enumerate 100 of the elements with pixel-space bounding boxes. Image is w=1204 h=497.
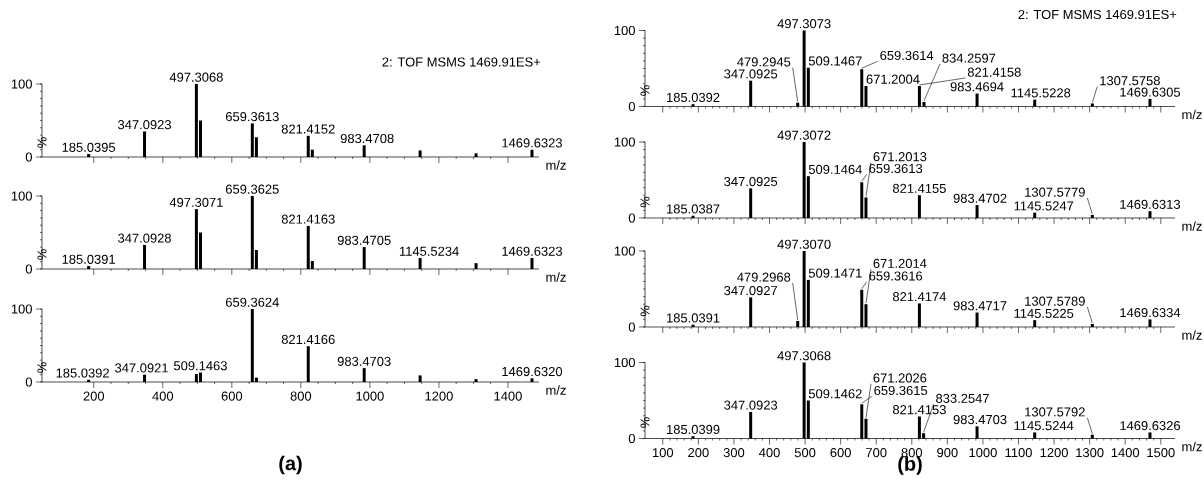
x-tick-label: 1100 [1005,448,1032,458]
annotation: 659.3625 [225,184,279,194]
annotation: 347.0925 [724,69,778,79]
annotation: 509.1467 [808,56,862,66]
y-axis-title: % [37,137,47,148]
y-axis-title: % [37,362,47,373]
annotation: 659.3613 [225,112,279,122]
y-tick-label: 100 [614,137,635,147]
y-axis-title: % [37,249,47,260]
annotation: 659.3615 [874,385,928,396]
annotation: 659.3614 [880,50,934,61]
annotation: 1469.6326 [1120,421,1181,431]
annotation: 185.0395 [62,142,116,152]
annotation: 983.4694 [950,82,1004,92]
annotation: 347.0923 [724,400,778,410]
annotation: 659.3624 [225,297,279,307]
y-tick-label: 0 [25,377,32,387]
annotation: 497.3073 [777,19,831,29]
x-tick-label: 200 [83,391,105,401]
annotation: 983.4705 [337,235,391,245]
annotation: 821.4166 [281,334,335,345]
x-axis-title: m/z [1182,221,1202,231]
annotation: 821.4153 [892,405,946,415]
annotation: 185.0391 [62,254,115,264]
annotation: 659.3613 [869,163,923,174]
x-tick-label: 700 [866,448,887,458]
x-tick-label: 100 [652,448,674,458]
x-tick-label: 800 [290,391,312,401]
annotation: 347.0925 [724,176,778,187]
x-tick-label: 500 [794,448,816,458]
annotation: 185.0387 [667,204,720,214]
y-tick-label: 100 [614,357,635,368]
y-tick-label: 100 [614,25,635,36]
text: 2: TOF MSMS 1469.91ES+ [1018,9,1177,20]
annotation: 347.0921 [115,363,168,373]
x-tick-label: 1200 [425,391,453,401]
x-tick-label: 1400 [1111,448,1140,458]
x-tick-label: 900 [937,448,958,458]
y-tick-label: 0 [628,322,635,332]
y-tick-label: 0 [628,213,635,223]
x-tick-label: 800 [901,448,923,458]
annotation: 479.2945 [737,57,791,67]
x-axis-title: m/z [546,160,566,170]
x-axis-title: m/z [1182,441,1202,452]
annotation: 1469.6323 [502,138,563,148]
y-axis-title: % [640,85,650,96]
annotation: 1469.6320 [502,366,563,377]
annotation: 833.2547 [936,393,989,403]
x-tick-label: 600 [830,448,851,458]
x-tick-label: 1000 [356,391,384,401]
annotation: 1307.5789 [1025,296,1085,306]
x-tick-label: 1400 [494,391,522,401]
annotation: 671.2013 [873,152,927,162]
annotation: 1307.5779 [1025,187,1085,197]
annotation: 983.4703 [953,414,1007,425]
y-axis-title: % [640,196,650,208]
annotation: 1469.6323 [502,246,563,256]
y-tick-label: 0 [628,433,635,444]
x-tick-label: 400 [759,448,780,458]
annotation: 347.0927 [724,285,778,296]
annotation: 821.4158 [967,67,1021,77]
x-tick-label: 300 [723,448,745,458]
annotation: 1469.6305 [1120,87,1181,97]
annotation: 1145.5244 [1014,421,1074,431]
annotation: 659.3616 [869,271,923,281]
y-tick-label: 0 [628,101,635,112]
annotation: 821.4152 [281,124,335,134]
annotation: 671.2026 [873,373,927,383]
annotation: 185.0392 [56,368,109,378]
annotation: 983.4708 [340,133,394,144]
annotation: 1145.5225 [1014,308,1074,318]
annotation: 1145.5228 [1011,88,1071,98]
annotation: 821.4163 [281,214,335,224]
y-tick-label: 100 [11,79,32,89]
annotation: 671.2004 [866,74,920,84]
x-tick-label: 1200 [1040,448,1068,458]
annotation: 983.4703 [337,356,391,366]
annotation: 479.2968 [737,272,791,282]
y-tick-label: 100 [614,246,635,256]
y-tick-label: 0 [25,264,32,274]
annotation: 1145.5234 [399,246,459,256]
y-tick-label: 100 [11,304,32,314]
annotation: 509.1471 [808,268,862,278]
x-axis-title: m/z [546,385,566,395]
x-tick-label: 1500 [1147,448,1175,458]
x-axis-title: m/z [1182,109,1202,120]
x-tick-label: 1000 [969,448,997,458]
annotation: 497.3068 [777,351,831,361]
x-tick-label: 400 [152,391,174,401]
annotation: 509.1464 [808,164,862,174]
text: 2: TOF MSMS 1469.91ES+ [382,57,541,67]
y-axis-title: % [640,305,650,317]
x-axis-title: m/z [546,272,566,282]
text: (a) [279,455,302,475]
annotation: 983.4717 [953,301,1007,311]
annotation: 1145.5247 [1014,201,1074,211]
x-axis-title: m/z [1182,330,1202,340]
annotation: 821.4155 [892,183,946,193]
annotation: 1469.6313 [1120,199,1181,209]
annotation: 497.3070 [777,239,831,249]
